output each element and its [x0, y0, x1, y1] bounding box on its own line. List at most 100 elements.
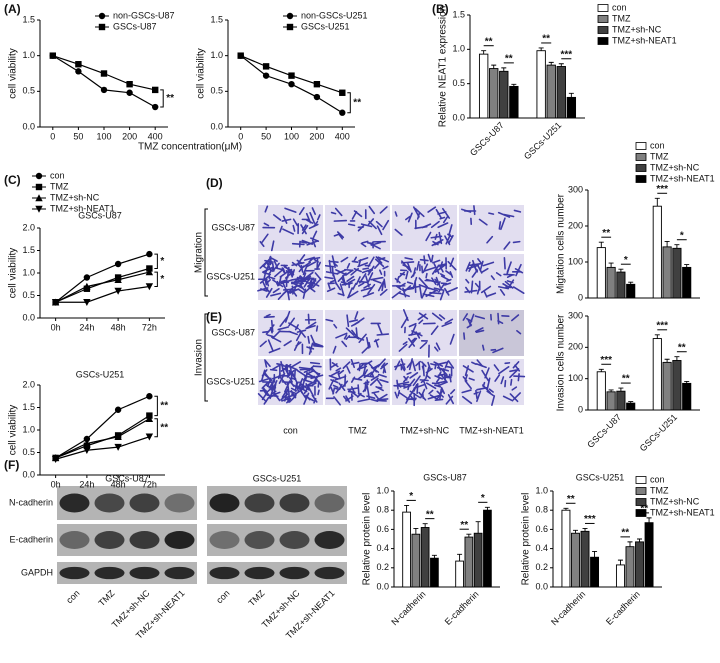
- blot-band: [279, 566, 310, 580]
- assay-bracket: [204, 208, 208, 297]
- significance-label: **: [621, 528, 629, 539]
- error-bar: [618, 387, 624, 392]
- cell-stroke: [476, 387, 488, 391]
- cell-stroke: [421, 223, 432, 229]
- error-bar: [511, 83, 517, 87]
- cell-stroke: [264, 205, 269, 213]
- cell-stroke: [367, 265, 375, 276]
- bar: [672, 360, 682, 411]
- cell-stroke: [362, 267, 370, 270]
- legend-label: TMZ: [650, 151, 669, 161]
- protein-label: E-cadherin: [9, 534, 53, 544]
- cell-stroke: [334, 207, 343, 217]
- x-tick-label: 400: [335, 131, 350, 141]
- y-tick-label: 1.5: [22, 245, 35, 255]
- cell-stroke: [324, 276, 334, 280]
- cell-stroke: [282, 282, 288, 292]
- cell-stroke: [486, 390, 494, 397]
- cell-stroke: [442, 215, 449, 224]
- cell-stroke: [367, 256, 375, 268]
- cell-stroke: [445, 287, 458, 294]
- bar: [566, 96, 577, 119]
- cell-stroke: [262, 266, 274, 273]
- cell-stroke: [307, 313, 310, 325]
- cell-stroke: [441, 321, 453, 327]
- marker: [114, 406, 122, 413]
- cell-stroke: [415, 331, 421, 339]
- group-label: TMZ: [348, 425, 367, 435]
- legend-label: TMZ+sh-NC: [612, 24, 662, 34]
- cell-stroke: [394, 391, 398, 399]
- legend-label: non-GSCs-U251: [301, 10, 368, 20]
- cell-stroke: [410, 271, 416, 279]
- cell-stroke: [346, 314, 350, 328]
- cell-stroke: [300, 264, 304, 273]
- cell-stroke: [434, 233, 438, 240]
- cell-stroke: [281, 218, 292, 222]
- cell-stroke: [315, 325, 319, 332]
- cell-stroke: [402, 309, 409, 322]
- cell-stroke: [291, 372, 298, 384]
- bar: [402, 511, 411, 588]
- blot-band: [314, 493, 345, 513]
- cell-stroke: [313, 372, 321, 383]
- cell-stroke: [296, 254, 306, 266]
- cell-stroke: [311, 230, 318, 240]
- legend-swatch: [635, 142, 647, 150]
- cell-stroke: [434, 241, 441, 246]
- cell-stroke: [446, 278, 452, 282]
- cell-stroke: [291, 242, 305, 246]
- cell-stroke: [500, 217, 506, 231]
- x-tick-label: 400: [148, 131, 163, 141]
- cell-stroke: [269, 382, 274, 389]
- cell-stroke: [439, 216, 446, 220]
- y-tick-label: 0.5: [452, 78, 465, 88]
- chart-title: GSCs-U87: [423, 472, 467, 482]
- cell-stroke: [361, 345, 370, 354]
- cell-stroke: [464, 365, 470, 377]
- blot-band: [209, 531, 240, 549]
- cell-stroke: [325, 271, 339, 275]
- cell-stroke: [273, 214, 282, 221]
- cell-stroke: [347, 290, 359, 299]
- cell-stroke: [360, 286, 373, 292]
- cell-stroke: [350, 386, 356, 394]
- bar: [455, 560, 464, 588]
- cell-stroke: [364, 382, 369, 392]
- cell-stroke: [461, 395, 473, 405]
- cell-stroke: [512, 361, 520, 369]
- bar: [580, 530, 590, 588]
- error-bar: [627, 541, 633, 547]
- marker: [49, 52, 56, 59]
- bar: [430, 557, 439, 588]
- error-bar: [684, 381, 690, 384]
- cell-stroke: [369, 377, 379, 386]
- cell-stroke: [340, 256, 349, 263]
- y-tick-label: 200: [568, 342, 583, 352]
- cell-stroke: [461, 389, 472, 394]
- cell-stroke: [309, 211, 316, 224]
- cell-stroke: [411, 360, 417, 372]
- cell-stroke: [291, 269, 295, 278]
- cell-stroke: [341, 282, 353, 286]
- marker: [313, 81, 321, 88]
- error-bar: [608, 389, 614, 392]
- cell-stroke: [328, 379, 335, 390]
- micrograph: [459, 205, 524, 251]
- blot-band: [94, 566, 125, 580]
- cell-stroke: [437, 263, 447, 267]
- marker: [75, 61, 82, 68]
- cell-stroke: [509, 369, 518, 373]
- legend-label: TMZ+sh-NC: [650, 162, 700, 172]
- cell-stroke: [483, 291, 488, 298]
- y-tick-label: 0.4: [535, 543, 548, 553]
- cell-stroke: [336, 269, 347, 275]
- cell-stroke: [437, 211, 447, 215]
- cell-stroke: [399, 272, 406, 276]
- cell-stroke: [512, 286, 525, 294]
- bar: [489, 68, 499, 119]
- cell-stroke: [271, 374, 285, 380]
- cell-stroke: [448, 224, 453, 236]
- error-bar: [592, 551, 598, 558]
- marker: [83, 282, 91, 290]
